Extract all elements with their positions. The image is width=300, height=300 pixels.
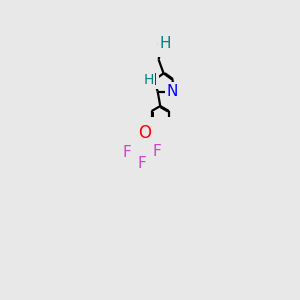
Text: N: N: [166, 84, 178, 99]
Text: F: F: [138, 156, 146, 171]
Text: H: H: [144, 73, 154, 87]
Text: N: N: [146, 73, 157, 88]
Text: F: F: [123, 145, 132, 160]
Text: O: O: [138, 124, 151, 142]
Text: O: O: [156, 37, 170, 55]
Text: F: F: [152, 144, 161, 159]
Text: H: H: [160, 36, 171, 51]
